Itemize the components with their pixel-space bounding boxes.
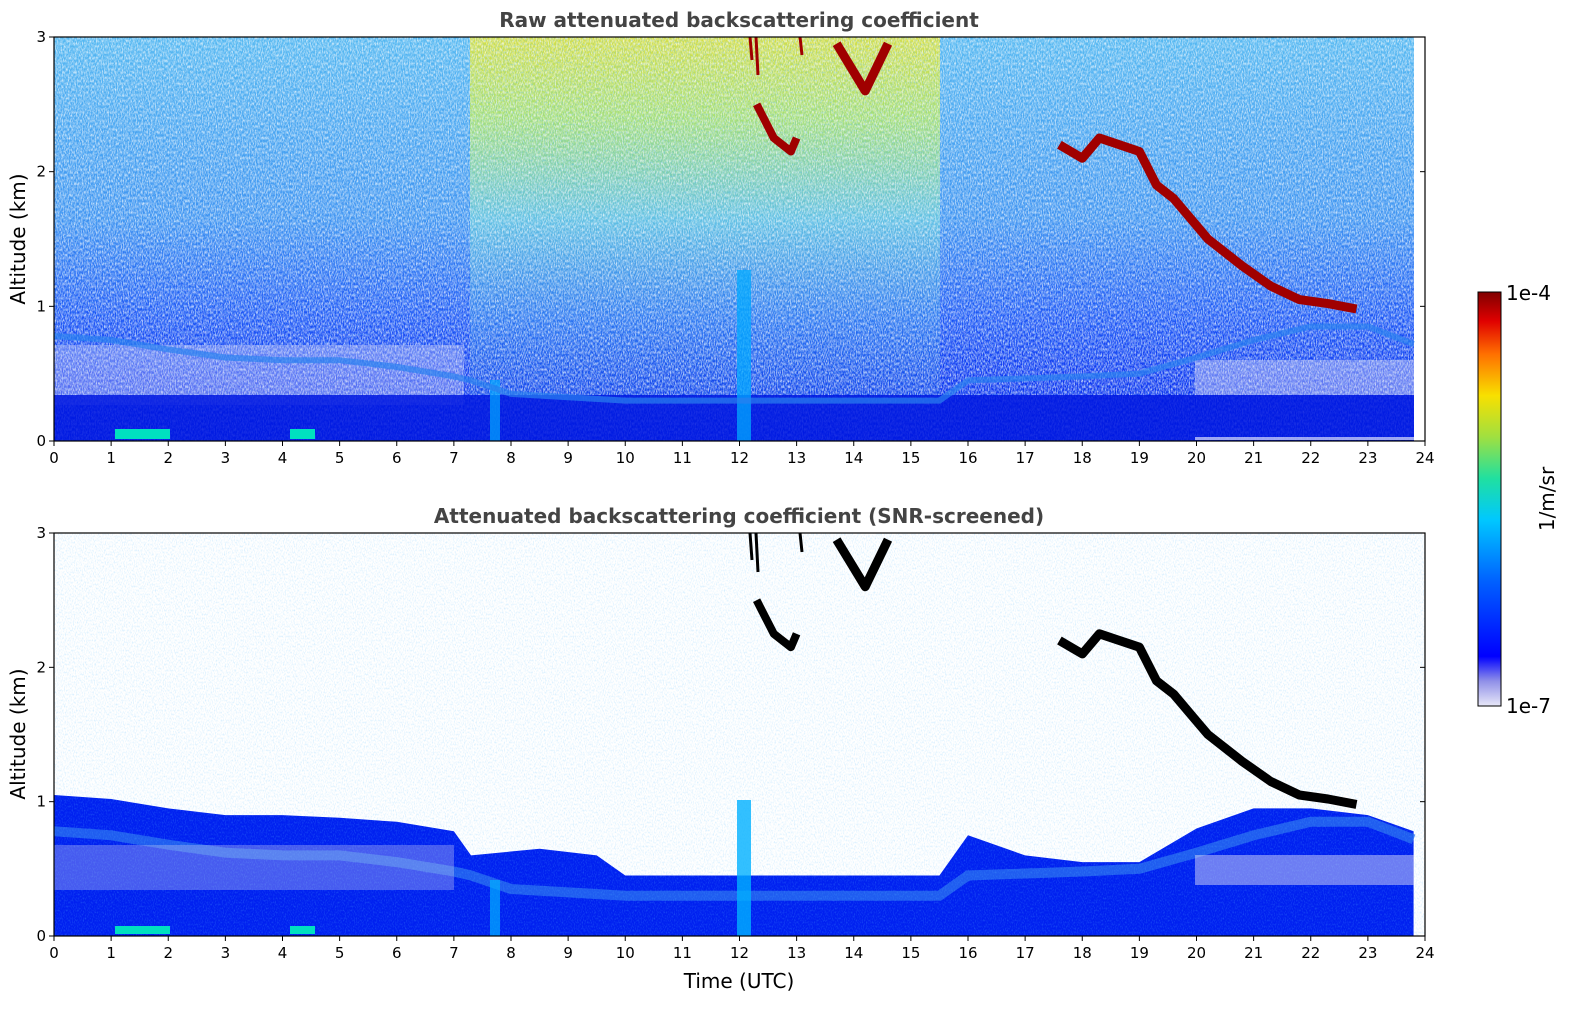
x-tick-label: 8 [506,449,516,467]
x-tick-label: 18 [1073,449,1092,467]
colorbar-min-label: 1e-7 [1506,694,1551,718]
x-tick-label: 23 [1358,944,1377,962]
x-tick-label: 7 [449,449,459,467]
x-tick-label: 20 [1187,449,1206,467]
x-tick-label: 13 [787,449,806,467]
x-tick-label: 9 [563,944,573,962]
panel-raw-title: Raw attenuated backscattering coefficien… [499,8,979,32]
y-tick-label: 2 [36,658,46,676]
x-tick-label: 21 [1244,944,1263,962]
x-tick-label: 22 [1301,449,1320,467]
x-tick-label: 1 [106,449,116,467]
panel-screened: Attenuated backscattering coefficient (S… [6,504,1435,993]
x-tick-label: 11 [673,944,692,962]
y-tick-label: 3 [36,28,46,46]
y-tick-label: 1 [36,793,46,811]
panel-raw-heatmap [54,37,1425,441]
panel-screened-title: Attenuated backscattering coefficient (S… [434,504,1044,528]
colorbar-units-label: 1/m/sr [1535,466,1559,531]
panel-raw-ylabel: Altitude (km) [6,173,30,304]
x-tick-label: 12 [730,449,749,467]
x-tick-label: 10 [616,449,635,467]
x-tick-label: 12 [730,944,749,962]
x-tick-label: 24 [1415,449,1434,467]
x-tick-label: 16 [958,944,977,962]
x-tick-label: 3 [221,449,231,467]
panel-screened-heatmap [54,533,1425,936]
x-tick-label: 15 [901,944,920,962]
x-tick-label: 6 [392,449,402,467]
x-tick-label: 23 [1358,449,1377,467]
x-tick-label: 4 [278,944,288,962]
x-tick-label: 22 [1301,944,1320,962]
x-tick-label: 7 [449,944,459,962]
panel-screened-ylabel: Altitude (km) [6,668,30,799]
x-tick-label: 0 [49,449,59,467]
x-tick-label: 19 [1130,944,1149,962]
x-tick-label: 14 [844,944,863,962]
x-tick-label: 3 [221,944,231,962]
x-tick-label: 8 [506,944,516,962]
x-tick-label: 9 [563,449,573,467]
x-tick-label: 13 [787,944,806,962]
x-tick-label: 2 [163,944,173,962]
y-tick-label: 0 [36,432,46,450]
colorbar-max-label: 1e-4 [1506,281,1551,305]
panel-screened-xlabel: Time (UTC) [683,969,795,993]
x-tick-label: 16 [958,449,977,467]
x-tick-label: 5 [335,944,345,962]
x-tick-label: 17 [1016,944,1035,962]
x-tick-label: 6 [392,944,402,962]
x-tick-label: 15 [901,449,920,467]
colorbar: 1e-4 1e-7 1/m/sr [1477,281,1559,718]
x-tick-label: 0 [49,944,59,962]
x-tick-label: 24 [1415,944,1434,962]
x-tick-label: 17 [1016,449,1035,467]
x-tick-label: 19 [1130,449,1149,467]
y-tick-label: 2 [36,163,46,181]
x-tick-label: 1 [106,944,116,962]
x-tick-label: 20 [1187,944,1206,962]
x-tick-label: 10 [616,944,635,962]
x-tick-label: 5 [335,449,345,467]
colorbar-gradient [1477,291,1502,707]
y-tick-label: 1 [36,297,46,315]
x-tick-label: 11 [673,449,692,467]
y-tick-label: 0 [36,927,46,945]
x-tick-label: 4 [278,449,288,467]
x-tick-label: 18 [1073,944,1092,962]
x-tick-label: 21 [1244,449,1263,467]
x-tick-label: 2 [163,449,173,467]
y-tick-label: 3 [36,524,46,542]
x-tick-label: 14 [844,449,863,467]
panel-raw: Raw attenuated backscattering coefficien… [6,8,1435,467]
